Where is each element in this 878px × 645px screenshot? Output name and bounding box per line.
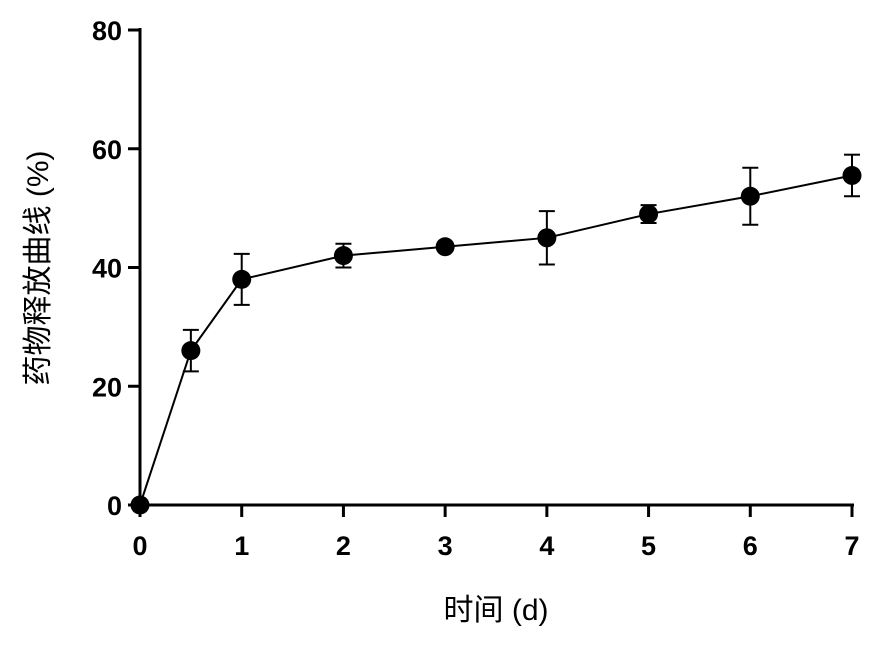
data-point bbox=[740, 186, 760, 206]
y-tick-label: 80 bbox=[92, 16, 122, 46]
x-axis-label: 时间 (d) bbox=[444, 594, 549, 627]
x-tick-label: 5 bbox=[641, 531, 656, 561]
y-tick-label: 40 bbox=[92, 254, 122, 284]
data-point bbox=[130, 495, 150, 515]
x-tick-label: 7 bbox=[844, 531, 859, 561]
data-point bbox=[232, 269, 252, 289]
y-axis-label: 药物释放曲线 (%) bbox=[22, 151, 55, 386]
x-tick-label: 3 bbox=[438, 531, 453, 561]
y-tick-label: 60 bbox=[92, 135, 122, 165]
data-point bbox=[842, 165, 862, 185]
data-point bbox=[333, 246, 353, 266]
x-tick-label: 0 bbox=[132, 531, 147, 561]
x-tick-label: 1 bbox=[234, 531, 249, 561]
x-tick-label: 6 bbox=[743, 531, 758, 561]
y-tick-label: 0 bbox=[107, 491, 122, 521]
data-point bbox=[435, 237, 455, 257]
data-point bbox=[181, 341, 201, 361]
x-tick-label: 4 bbox=[539, 531, 554, 561]
x-tick-label: 2 bbox=[336, 531, 351, 561]
data-point bbox=[639, 204, 659, 224]
data-point bbox=[537, 228, 557, 248]
y-tick-label: 20 bbox=[92, 372, 122, 402]
